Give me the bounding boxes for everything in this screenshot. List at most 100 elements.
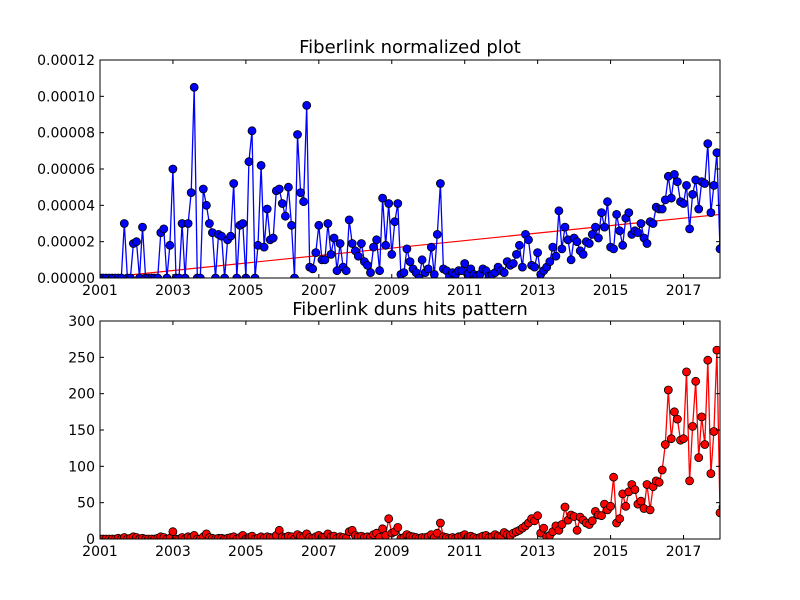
data-point [299, 197, 309, 207]
x-tick-label: 2013 [520, 283, 556, 299]
data-point [344, 215, 354, 225]
data-point [703, 139, 713, 149]
data-point [183, 219, 193, 228]
data-point [159, 224, 169, 234]
data-point [557, 244, 567, 254]
x-tick-label: 2007 [301, 544, 337, 560]
data-point [645, 505, 655, 515]
data-point [709, 427, 719, 436]
data-point [539, 523, 549, 533]
data-point [429, 270, 439, 278]
data-point [262, 204, 272, 214]
y-tick-label: 0 [86, 532, 95, 548]
data-point [180, 273, 190, 278]
data-point [533, 248, 542, 258]
data-point [372, 235, 382, 245]
data-point [119, 219, 129, 228]
data-point [548, 242, 558, 252]
data-point [499, 268, 509, 278]
data-point [712, 148, 720, 158]
x-tick-label: 2003 [155, 544, 191, 560]
data-point [670, 407, 679, 417]
data-point [615, 226, 625, 236]
data-point [356, 239, 366, 248]
data-point [648, 219, 658, 228]
x-tick-label: 2009 [374, 283, 410, 299]
data-point [597, 208, 606, 218]
x-axis: 2001 2003 2005 2007 2009 2011 2013 2015 2017 [82, 321, 701, 560]
data-point [387, 249, 397, 259]
data-point [244, 157, 254, 167]
data-point [256, 160, 266, 170]
data-point [606, 501, 615, 511]
data-point [591, 222, 600, 232]
data-point [201, 200, 211, 210]
data-point [706, 469, 716, 479]
data-point [308, 264, 318, 274]
data-point [369, 242, 378, 252]
data-point [618, 240, 628, 250]
data-point [508, 259, 518, 268]
data-point [657, 204, 667, 214]
data-point [323, 219, 333, 228]
data-point [195, 273, 205, 278]
data-point [238, 219, 248, 228]
data-point [226, 231, 236, 241]
x-axis: 2001 2003 2005 2007 2009 2011 2013 2015 2017 [82, 60, 701, 299]
data-point [405, 257, 415, 267]
data-point [211, 273, 220, 278]
data-point [603, 197, 612, 207]
data-point [685, 476, 694, 486]
data-point [688, 421, 697, 431]
data-point [277, 199, 287, 208]
data-point [679, 434, 688, 444]
data-point [679, 199, 688, 208]
x-tick-label: 2009 [374, 544, 410, 560]
data-point [587, 516, 597, 526]
x-tick-label: 2001 [82, 544, 118, 560]
data-point [670, 169, 679, 179]
data-point [654, 477, 664, 487]
data-point [198, 184, 208, 194]
y-tick-label: 250 [68, 350, 95, 366]
x-tick-label: 2017 [666, 544, 702, 560]
data-point [435, 179, 445, 188]
x-tick-label: 2001 [82, 283, 118, 299]
x-tick-label: 2011 [447, 544, 483, 560]
data-point [390, 217, 400, 227]
normalized-plot: Fiberlink normalized plot 2001 2003 2005 20… [37, 37, 721, 299]
data-point [615, 514, 625, 524]
data-point [636, 219, 646, 228]
data-point [402, 244, 412, 254]
data-point [578, 249, 588, 259]
data-point [682, 367, 691, 377]
data-point [232, 273, 242, 278]
data-point [657, 465, 667, 475]
data-point [326, 249, 336, 259]
data-point [290, 273, 299, 278]
data-point [642, 239, 652, 248]
data-point [399, 268, 409, 278]
y-tick-label: 0.00002 [37, 235, 95, 251]
plot-frame [99, 320, 721, 540]
data-point [594, 233, 603, 243]
y-tick-label: 0.00012 [37, 53, 95, 69]
data-point [685, 224, 694, 234]
x-tick-label: 2013 [520, 544, 556, 560]
y-tick-label: 0.00008 [37, 126, 95, 142]
y-axis: 0 50 100 150 200 250 300 [68, 314, 720, 548]
y-tick-label: 0.00006 [37, 162, 95, 178]
x-tick-label: 2015 [593, 544, 629, 560]
data-point [384, 514, 394, 524]
data-point [414, 273, 424, 278]
data-point [624, 208, 634, 218]
x-tick-label: 2015 [593, 283, 629, 299]
data-point [168, 164, 178, 174]
data-point [426, 242, 436, 252]
data-point [715, 508, 720, 518]
data-layer [100, 82, 720, 278]
data-point [381, 240, 391, 250]
data-point [283, 182, 293, 192]
data-point [287, 220, 296, 230]
data-point [423, 264, 433, 274]
